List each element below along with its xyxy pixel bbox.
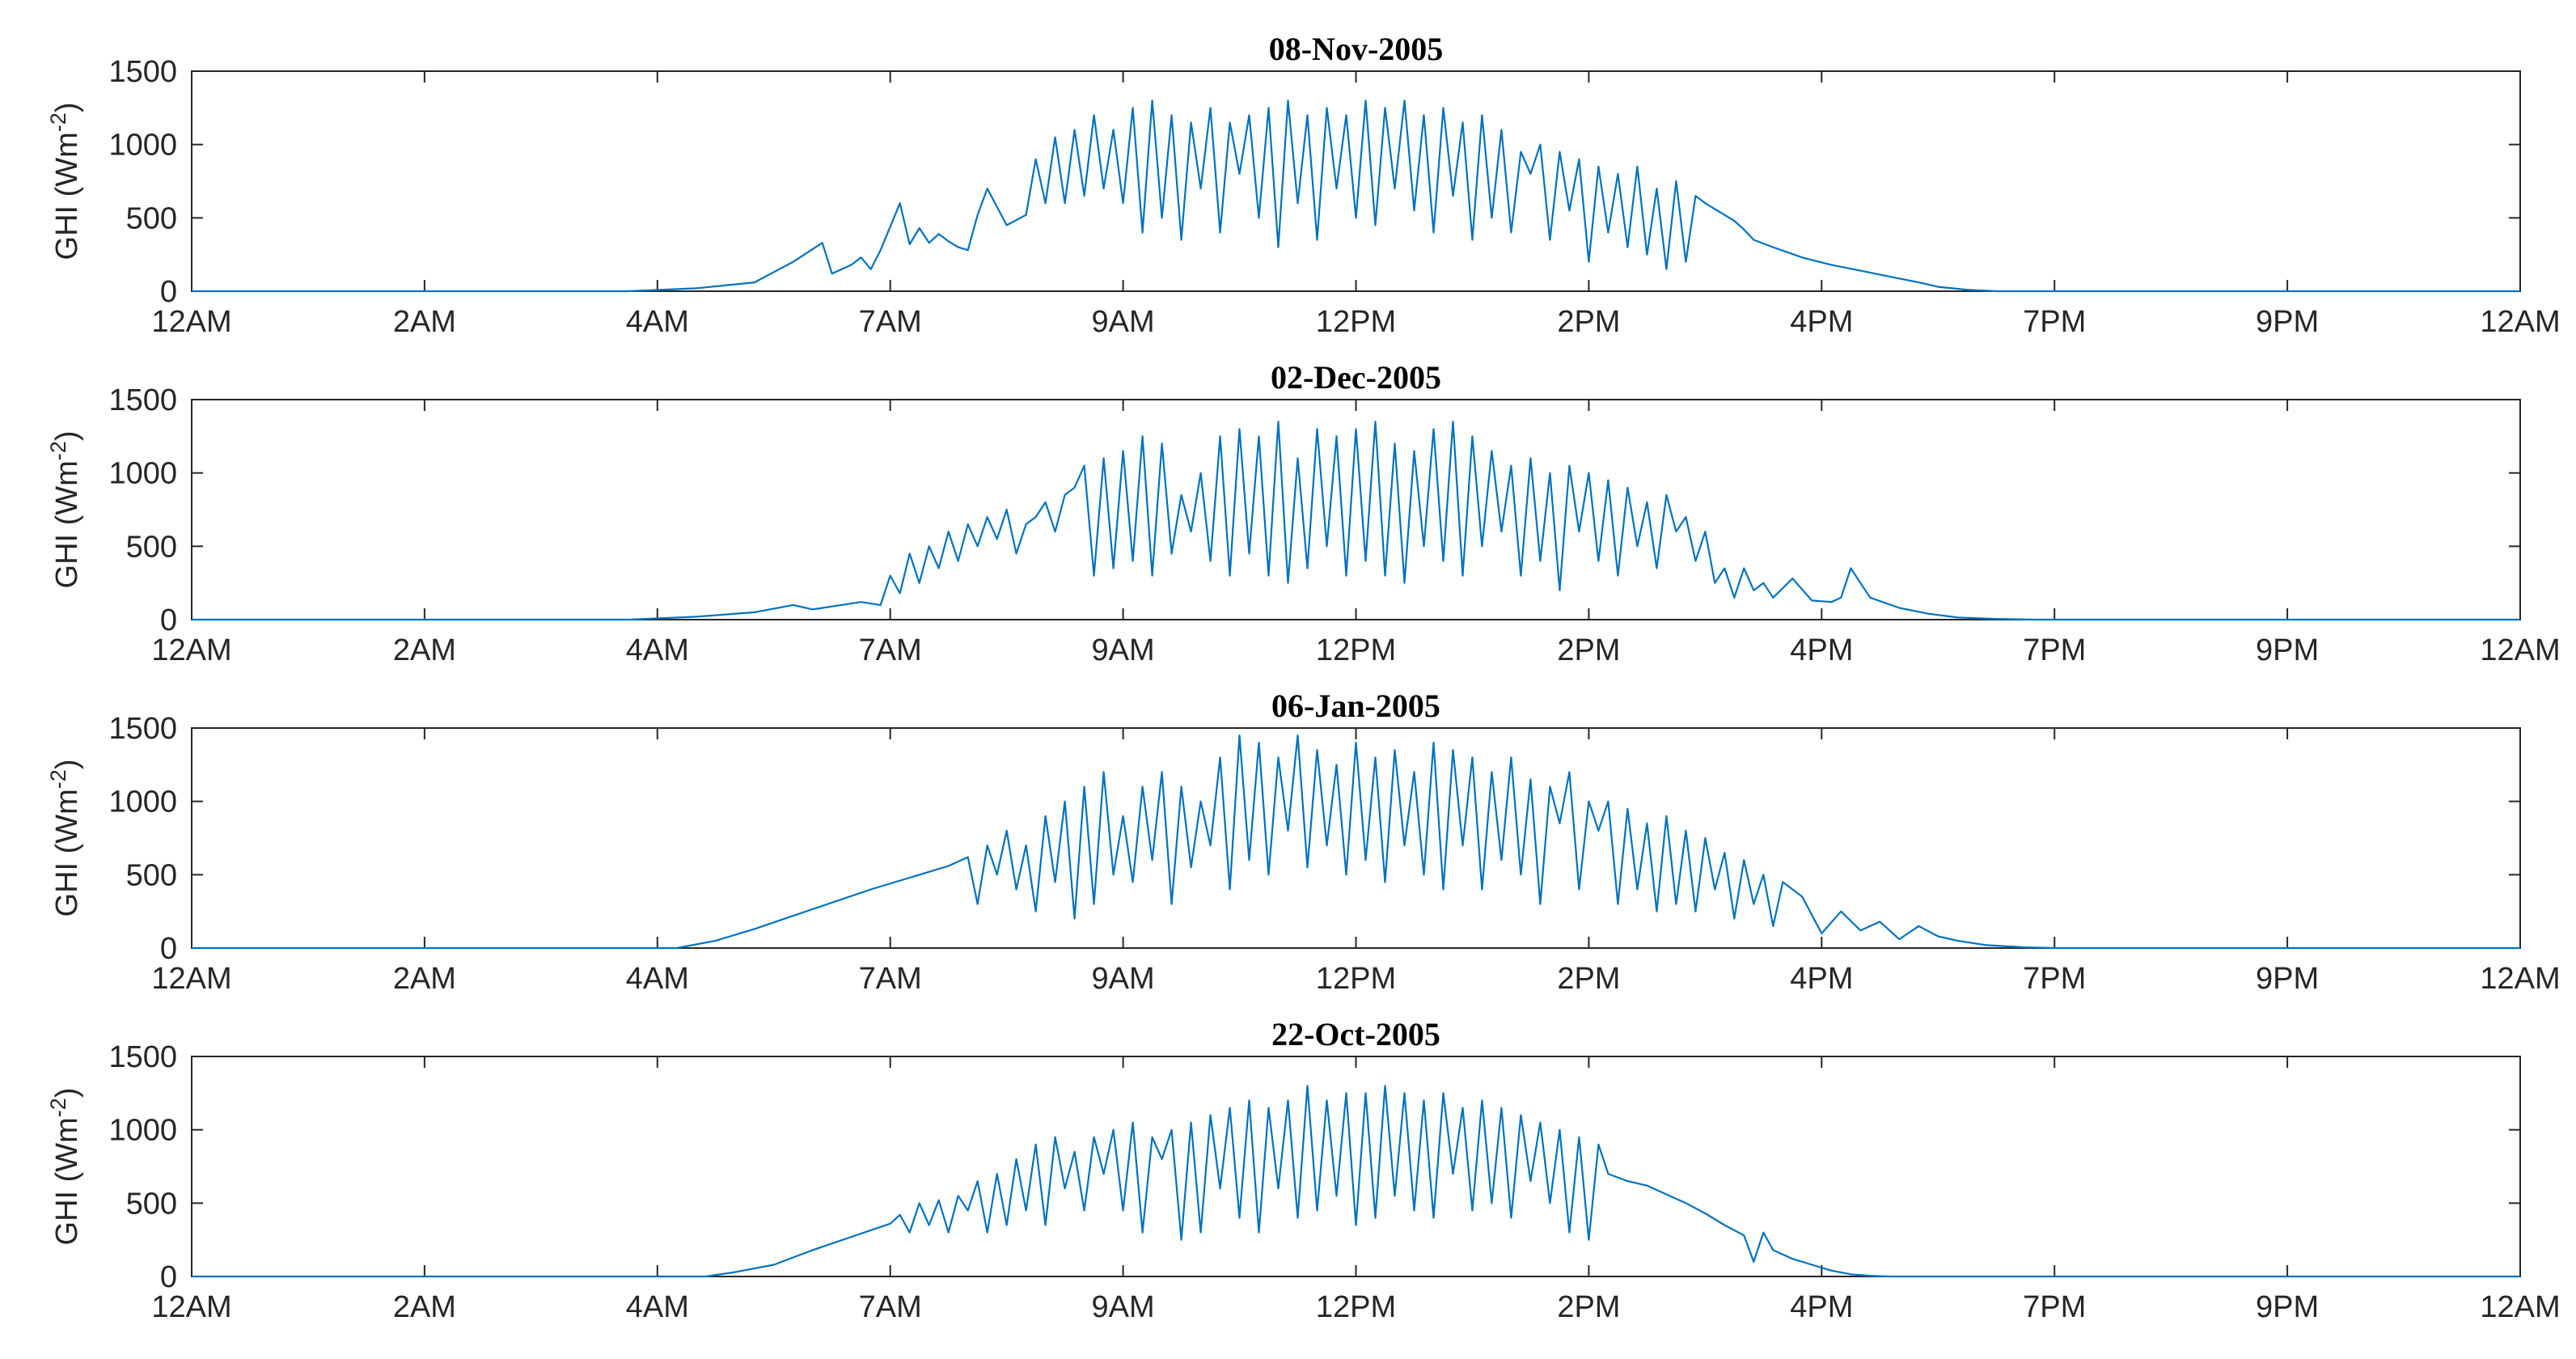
x-tick-label: 7AM (859, 962, 922, 996)
subplot-1: 08-Nov-2005 0 500 1000 1500 12AM 2AM 4AM 7AM 9AM 1… (46, 31, 2561, 339)
x-tick-label: 4PM (1790, 962, 1853, 996)
y-tick-label: 0 (160, 1260, 177, 1294)
x-tick-label: 2AM (393, 962, 456, 996)
y-tick-label: 1500 (108, 1040, 177, 1074)
subplot-2: 02-Dec-2005 0 500 1000 1500 12AM 2AM 4AM 7AM 9AM 1… (46, 359, 2561, 667)
y-tick-label: 500 (126, 530, 177, 564)
x-tick-label: 4PM (1790, 1290, 1853, 1324)
y-axis-label-close: ) (50, 431, 84, 442)
x-tick-label: 9PM (2256, 1290, 2319, 1324)
x-tick-label: 2AM (393, 305, 456, 339)
x-tick-label: 4AM (626, 305, 689, 339)
y-axis-label-superscript: -2 (46, 112, 70, 132)
x-tick-label: 2PM (1557, 962, 1620, 996)
subplot-4: 22-Oct-2005 0 500 1000 1500 12AM 2AM 4AM 7AM 9AM 1… (46, 1016, 2561, 1324)
x-tick-label: 12PM (1316, 633, 1396, 667)
x-tick-label: 4AM (626, 633, 689, 667)
axes-box (191, 70, 2521, 292)
x-tick-label: 4PM (1790, 633, 1853, 667)
y-tick-label: 1500 (108, 55, 177, 89)
x-tick-label: 2PM (1557, 633, 1620, 667)
x-tick-label: 12AM (151, 962, 231, 996)
y-axis-label-superscript: -2 (46, 441, 70, 460)
series-line-1 (192, 99, 2520, 293)
series-line-1 (192, 734, 2520, 950)
x-tick-label: 12AM (2480, 633, 2560, 667)
y-tick-label: 500 (126, 1187, 177, 1221)
x-tick-label: 9AM (1092, 962, 1155, 996)
x-tick-label: 2AM (393, 1290, 456, 1324)
x-tick-label: 7AM (859, 305, 922, 339)
x-tick-label: 9PM (2256, 633, 2319, 667)
subplot-title: 06-Jan-2005 (1271, 688, 1440, 724)
subplot-title: 08-Nov-2005 (1269, 31, 1444, 67)
subplot-title: 22-Oct-2005 (1271, 1016, 1440, 1052)
y-tick-label: 1000 (108, 785, 177, 819)
x-tick-label: 7PM (2023, 962, 2086, 996)
axes-box (191, 727, 2521, 949)
x-tick-label: 9PM (2256, 962, 2319, 996)
y-tick-label: 1000 (108, 129, 177, 163)
x-tick-label: 2PM (1557, 305, 1620, 339)
x-tick-label: 4PM (1790, 305, 1853, 339)
x-tick-label: 7PM (2023, 305, 2086, 339)
y-tick-label: 500 (126, 201, 177, 235)
subplot-3: 06-Jan-2005 0 500 1000 1500 12AM 2AM 4AM 7AM 9AM 1… (46, 688, 2561, 996)
x-tick-label: 12AM (2480, 962, 2560, 996)
x-tick-label: 9AM (1092, 633, 1155, 667)
x-tick-label: 9AM (1092, 1290, 1155, 1324)
y-axis-label: GHI (Wm-2) (46, 431, 84, 589)
y-axis-label-close: ) (50, 103, 84, 113)
x-tick-label: 12PM (1316, 962, 1396, 996)
y-axis-label-text: GHI (Wm (50, 132, 84, 260)
subplot-title: 02-Dec-2005 (1271, 359, 1441, 396)
series-line-1 (192, 1085, 2520, 1278)
x-tick-label: 7AM (859, 633, 922, 667)
x-tick-label: 7PM (2023, 633, 2086, 667)
y-axis-label-close: ) (50, 760, 84, 770)
x-tick-label: 9PM (2256, 305, 2319, 339)
y-axis-label-superscript: -2 (46, 769, 70, 789)
x-tick-label: 12AM (151, 305, 231, 339)
y-axis-label: GHI (Wm-2) (46, 760, 84, 917)
x-tick-label: 12AM (2480, 1290, 2560, 1324)
y-axis-label-text: GHI (Wm (50, 789, 84, 917)
y-tick-label: 0 (160, 603, 177, 637)
y-tick-label: 1000 (108, 1114, 177, 1148)
x-tick-label: 2PM (1557, 1290, 1620, 1324)
x-tick-label: 12AM (2480, 305, 2560, 339)
x-tick-label: 4AM (626, 1290, 689, 1324)
x-tick-label: 9AM (1092, 305, 1155, 339)
x-tick-label: 7AM (859, 1290, 922, 1324)
y-tick-label: 1500 (108, 383, 177, 417)
x-tick-label: 12PM (1316, 305, 1396, 339)
x-tick-label: 4AM (626, 962, 689, 996)
y-axis-label-text: GHI (Wm (50, 1117, 84, 1245)
y-tick-label: 1500 (108, 712, 177, 746)
y-axis-label-close: ) (50, 1088, 84, 1099)
x-tick-label: 12PM (1316, 1290, 1396, 1324)
x-tick-label: 2AM (393, 633, 456, 667)
y-axis-label-superscript: -2 (46, 1098, 70, 1117)
x-tick-label: 12AM (151, 633, 231, 667)
y-tick-label: 0 (160, 932, 177, 966)
series-line-1 (192, 421, 2520, 621)
y-axis-label-text: GHI (Wm (50, 460, 84, 588)
axes-box (191, 1056, 2521, 1277)
x-tick-label: 7PM (2023, 1290, 2086, 1324)
y-tick-label: 0 (160, 275, 177, 309)
y-tick-label: 1000 (108, 457, 177, 491)
y-axis-label: GHI (Wm-2) (46, 1088, 84, 1246)
y-tick-label: 500 (126, 858, 177, 892)
x-tick-label: 12AM (151, 1290, 231, 1324)
y-axis-label: GHI (Wm-2) (46, 103, 84, 260)
